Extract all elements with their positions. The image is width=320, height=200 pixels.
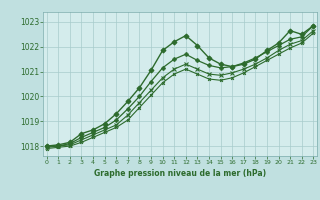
X-axis label: Graphe pression niveau de la mer (hPa): Graphe pression niveau de la mer (hPa) — [94, 169, 266, 178]
